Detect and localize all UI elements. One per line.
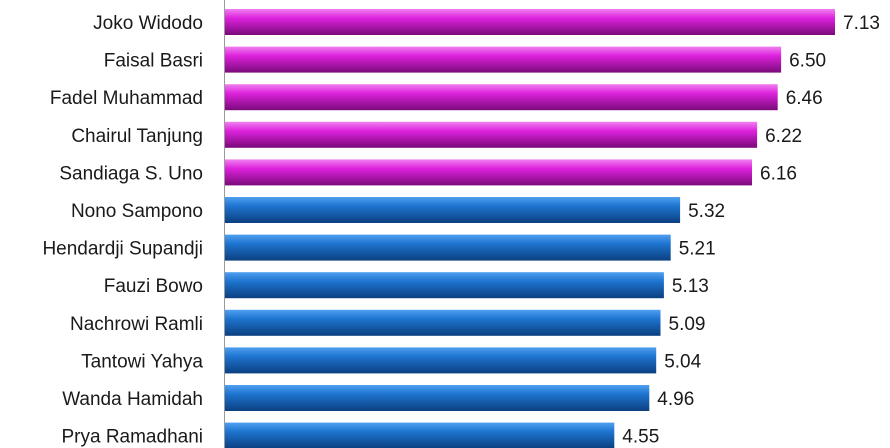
value-label: 5.13: [672, 276, 709, 297]
category-label: Nachrowi Ramli: [70, 314, 203, 335]
bars-group: Joko Widodo 7.13 Faisal Basri 6.50 Fadel Muh…: [42, 9, 880, 448]
value-label: 6.16: [760, 163, 797, 184]
bar: [225, 121, 758, 148]
category-label: Fadel Muhammad: [50, 88, 203, 109]
category-label: Joko Widodo: [93, 13, 203, 34]
value-label: 6.22: [765, 126, 802, 147]
value-label: 6.46: [786, 88, 823, 109]
bar: [225, 385, 650, 411]
value-label: 4.96: [657, 389, 694, 410]
category-label: Fauzi Bowo: [104, 276, 203, 297]
bar: [225, 347, 657, 374]
bar: [225, 272, 664, 299]
category-label: Sandiaga S. Uno: [59, 163, 203, 184]
category-label: Wanda Hamidah: [62, 389, 203, 410]
bar: [225, 159, 752, 186]
bar: [225, 197, 681, 223]
category-label: Chairul Tanjung: [71, 126, 203, 147]
bar: [225, 234, 671, 261]
value-label: 5.09: [669, 314, 706, 335]
category-label: Prya Ramadhani: [61, 427, 203, 448]
category-label: Tantowi Yahya: [81, 351, 203, 372]
bar: [225, 309, 661, 336]
value-label: 5.32: [688, 201, 725, 222]
bar: [225, 9, 835, 35]
bar: [225, 46, 782, 73]
value-label: 4.55: [622, 427, 659, 448]
category-label: Hendardji Supandji: [42, 239, 203, 260]
value-label: 5.04: [664, 351, 701, 372]
bar: [225, 84, 778, 111]
category-label: Faisal Basri: [104, 51, 203, 72]
category-label: Nono Sampono: [71, 201, 203, 222]
value-label: 5.21: [679, 239, 716, 260]
value-label: 7.13: [843, 13, 880, 34]
bar: [225, 422, 615, 448]
value-label: 6.50: [789, 51, 826, 72]
